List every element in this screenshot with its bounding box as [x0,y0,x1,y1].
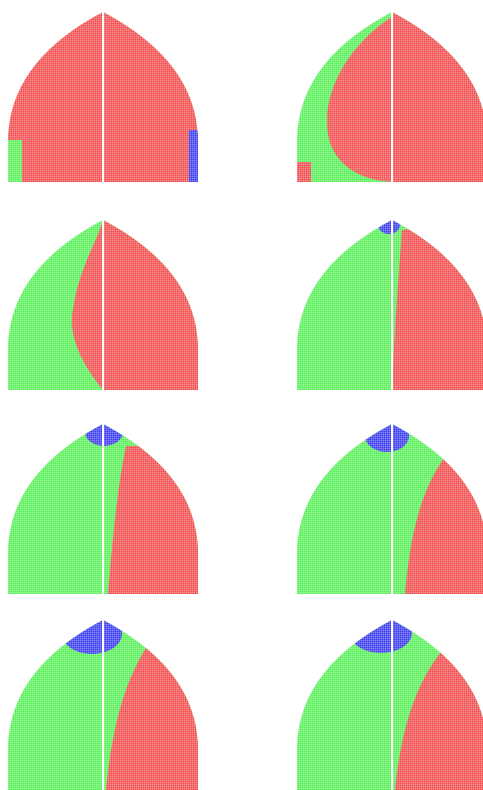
texture [297,220,483,390]
panel-regions [297,424,483,594]
panel [297,12,483,182]
panel [297,620,483,790]
panel-regions [297,620,483,790]
texture [297,12,483,182]
panel [297,424,483,594]
panel [8,12,198,182]
panel [8,424,198,594]
panel [8,220,198,390]
panel-regions [297,12,483,182]
panel-regions [297,220,483,390]
texture [297,620,483,790]
panel [297,220,483,390]
panel [8,620,198,790]
texture [297,424,483,594]
